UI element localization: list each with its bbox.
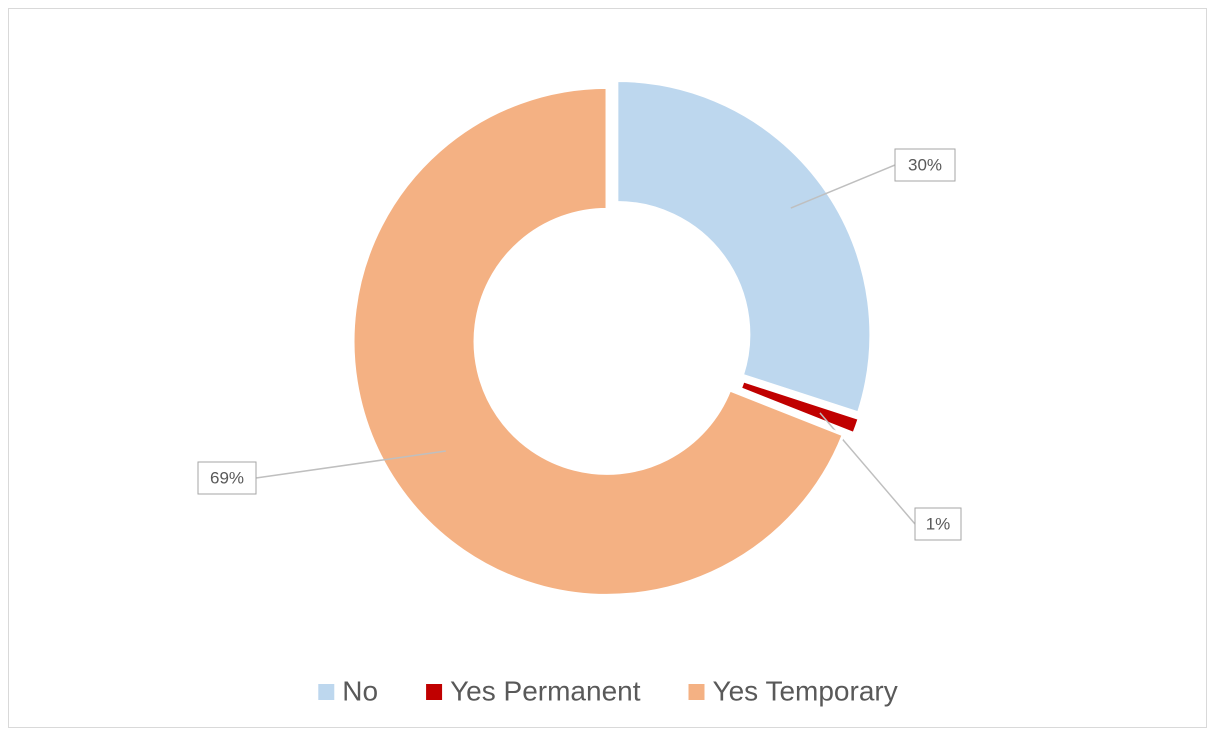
legend-swatch <box>318 684 335 700</box>
legend-swatch <box>688 684 705 700</box>
data-label-box <box>914 507 962 541</box>
legend-label: No <box>342 675 378 706</box>
data-label-box <box>894 148 956 182</box>
data-label: 30% <box>908 155 942 174</box>
donut-slice <box>615 78 873 415</box>
legend-swatch <box>426 684 443 700</box>
leader-line <box>790 164 896 209</box>
data-label: 69% <box>210 468 244 487</box>
legend-label: Yes Temporary <box>713 675 898 706</box>
legend-label: Yes Permanent <box>450 675 641 706</box>
data-label-box <box>197 461 257 495</box>
data-label: 1% <box>926 514 951 533</box>
donut-slice <box>738 378 862 436</box>
leader-line <box>255 450 446 479</box>
donut-slice <box>351 85 846 597</box>
